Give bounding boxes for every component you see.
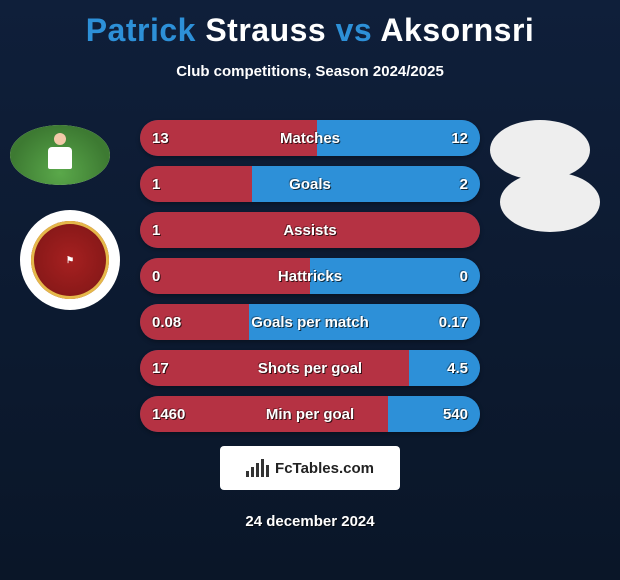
stat-label: Min per goal [140, 406, 480, 423]
comparison-title: Patrick Strauss vs Aksornsri [0, 0, 620, 49]
stat-label: Hattricks [140, 268, 480, 285]
stat-right-value: 540 [443, 406, 468, 423]
stat-label: Shots per goal [140, 360, 480, 377]
stat-row: 13Matches12 [140, 120, 480, 156]
stat-row: 1Assists [140, 212, 480, 248]
stat-row: 1Goals2 [140, 166, 480, 202]
vs-text: vs [336, 12, 373, 48]
stat-row: 1460Min per goal540 [140, 396, 480, 432]
stat-label: Assists [140, 222, 480, 239]
player1-last: Strauss [205, 12, 326, 48]
stat-row: 17Shots per goal4.5 [140, 350, 480, 386]
season-subtitle: Club competitions, Season 2024/2025 [0, 63, 620, 80]
stat-label: Goals per match [140, 314, 480, 331]
stat-label: Matches [140, 130, 480, 147]
footer-date: 24 december 2024 [0, 513, 620, 530]
brand-text: FcTables.com [275, 460, 374, 477]
player2-name: Aksornsri [380, 12, 534, 48]
stat-right-value: 2 [460, 176, 468, 193]
stat-right-value: 0 [460, 268, 468, 285]
brand-badge: FcTables.com [220, 446, 400, 490]
stat-label: Goals [140, 176, 480, 193]
stats-rows-container: 13Matches12 1Goals2 1Assists 0Hattricks0 0.0… [0, 120, 620, 442]
stat-row: 0.08Goals per match0.17 [140, 304, 480, 340]
stat-row: 0Hattricks0 [140, 258, 480, 294]
stat-right-value: 4.5 [447, 360, 468, 377]
brand-bars-icon [246, 459, 269, 477]
player1-first: Patrick [86, 12, 196, 48]
stat-right-value: 12 [451, 130, 468, 147]
stat-right-value: 0.17 [439, 314, 468, 331]
